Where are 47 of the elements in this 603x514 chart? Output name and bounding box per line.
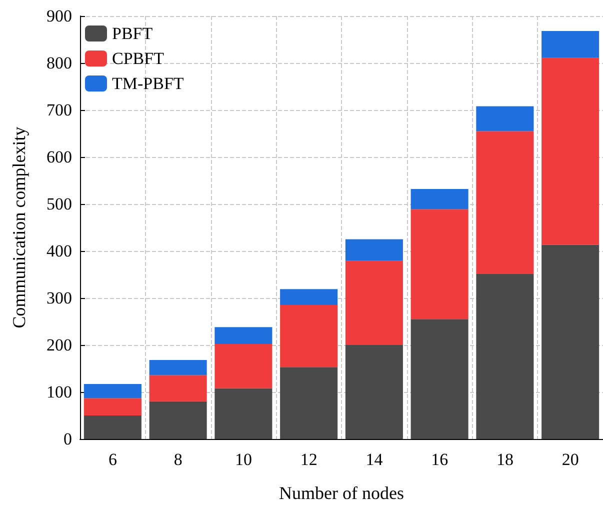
y-tick-label: 900 xyxy=(46,6,72,26)
bar xyxy=(84,416,142,439)
x-tick-label: 14 xyxy=(366,450,384,469)
bar xyxy=(410,209,468,320)
bar xyxy=(345,345,403,439)
bar xyxy=(542,31,600,58)
y-axis-title: Communication complexity xyxy=(9,126,29,328)
bar xyxy=(476,131,534,274)
bar xyxy=(542,58,600,245)
bar xyxy=(280,305,338,368)
y-tick-label: 800 xyxy=(46,54,72,72)
bar xyxy=(345,239,403,261)
x-tick-label: 16 xyxy=(431,450,448,469)
legend-label: TM-PBFT xyxy=(112,74,184,93)
y-tick-label: 300 xyxy=(46,288,72,308)
y-tick-label: 0 xyxy=(64,430,72,448)
bar xyxy=(410,188,468,210)
bar xyxy=(214,388,272,439)
legend-label: CPBFT xyxy=(112,49,165,68)
y-tick-label: 600 xyxy=(46,148,72,166)
bar xyxy=(214,327,272,344)
y-tick-label: 400 xyxy=(46,242,72,260)
bar xyxy=(84,384,142,398)
bar xyxy=(345,260,403,345)
x-tick-label: 8 xyxy=(174,450,182,469)
x-tick-label: 20 xyxy=(562,450,579,469)
y-tick-label: 200 xyxy=(46,336,72,354)
legend-label: PBFT xyxy=(112,24,154,43)
x-axis-title: Number of nodes xyxy=(279,483,404,503)
y-tick-label: 700 xyxy=(46,100,72,120)
bar xyxy=(476,106,534,132)
bar xyxy=(84,398,142,416)
x-tick-label: 12 xyxy=(300,450,318,469)
bar xyxy=(280,367,338,439)
bar xyxy=(542,244,600,439)
bar xyxy=(149,401,207,439)
bar xyxy=(149,375,207,402)
y-tick-label: 500 xyxy=(46,194,72,214)
x-tick-label: 10 xyxy=(234,450,252,469)
bar xyxy=(280,289,338,306)
bar xyxy=(149,360,207,376)
x-tick-label: 18 xyxy=(496,450,514,469)
bar xyxy=(214,344,272,388)
bar xyxy=(476,274,534,439)
bar xyxy=(410,319,468,439)
x-tick-label: 6 xyxy=(108,450,117,469)
y-tick-label: 100 xyxy=(46,382,72,402)
